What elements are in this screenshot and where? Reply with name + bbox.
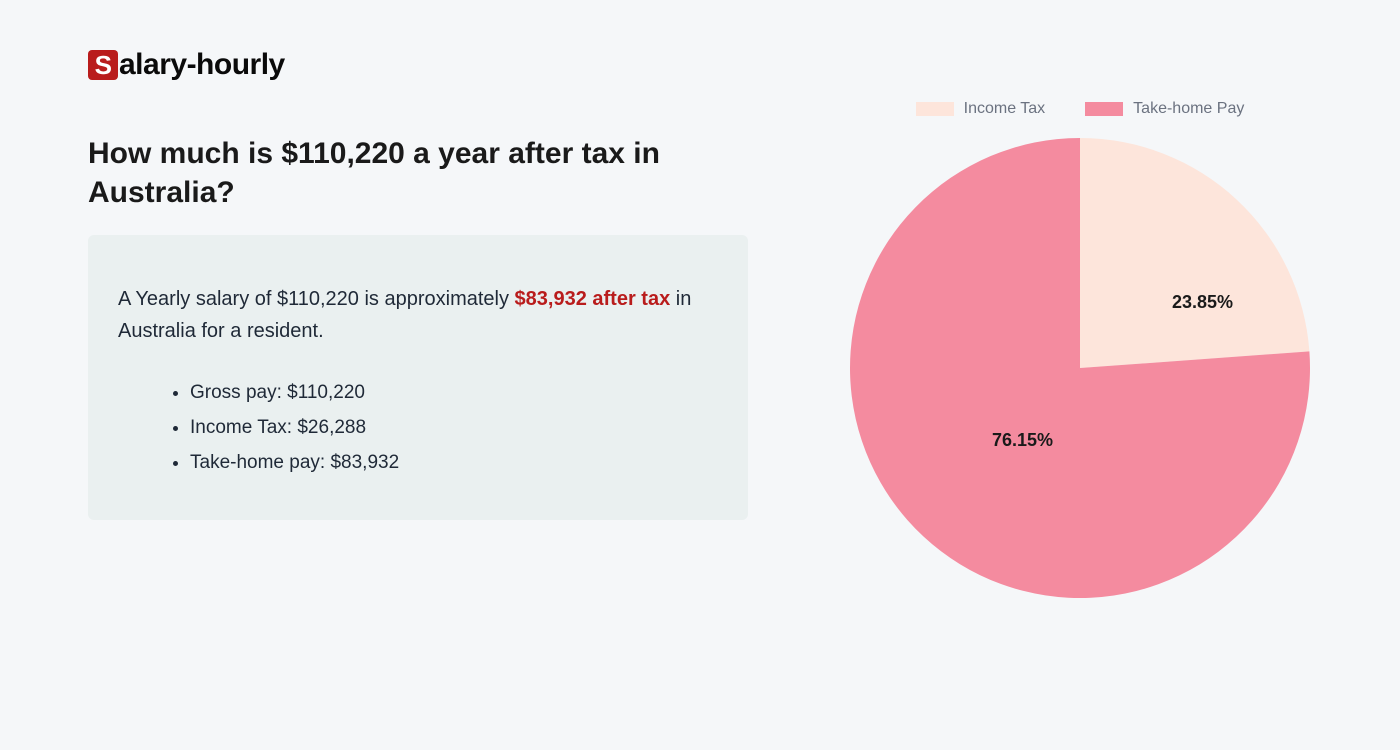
bullet-gross: Gross pay: $110,220 bbox=[190, 375, 718, 410]
pie-chart-region: Income Tax Take-home Pay 23.85% 76.15% bbox=[820, 100, 1340, 598]
logo-rest: alary-hourly bbox=[119, 48, 285, 82]
site-logo: Salary-hourly bbox=[88, 48, 285, 82]
pie-holder: 23.85% 76.15% bbox=[850, 138, 1310, 598]
summary-box: A Yearly salary of $110,220 is approxima… bbox=[88, 235, 748, 520]
bullet-takehome: Take-home pay: $83,932 bbox=[190, 445, 718, 480]
pie-svg bbox=[850, 138, 1310, 598]
pie-label-income-tax: 23.85% bbox=[1172, 292, 1233, 313]
legend-swatch-income-tax bbox=[916, 102, 954, 116]
summary-highlight: $83,932 after tax bbox=[515, 288, 671, 310]
logo-letter: S bbox=[88, 50, 118, 80]
pie-label-takehome: 76.15% bbox=[992, 430, 1053, 451]
legend-label-income-tax: Income Tax bbox=[964, 100, 1046, 118]
page-title: How much is $110,220 a year after tax in… bbox=[88, 134, 708, 212]
chart-legend: Income Tax Take-home Pay bbox=[820, 100, 1340, 118]
legend-item-takehome: Take-home Pay bbox=[1085, 100, 1244, 118]
bullet-tax: Income Tax: $26,288 bbox=[190, 410, 718, 445]
summary-text: A Yearly salary of $110,220 is approxima… bbox=[118, 283, 718, 347]
legend-item-income-tax: Income Tax bbox=[916, 100, 1046, 118]
legend-label-takehome: Take-home Pay bbox=[1133, 100, 1244, 118]
legend-swatch-takehome bbox=[1085, 102, 1123, 116]
summary-bullets: Gross pay: $110,220 Income Tax: $26,288 … bbox=[118, 375, 718, 480]
summary-prefix: A Yearly salary of $110,220 is approxima… bbox=[118, 288, 515, 310]
